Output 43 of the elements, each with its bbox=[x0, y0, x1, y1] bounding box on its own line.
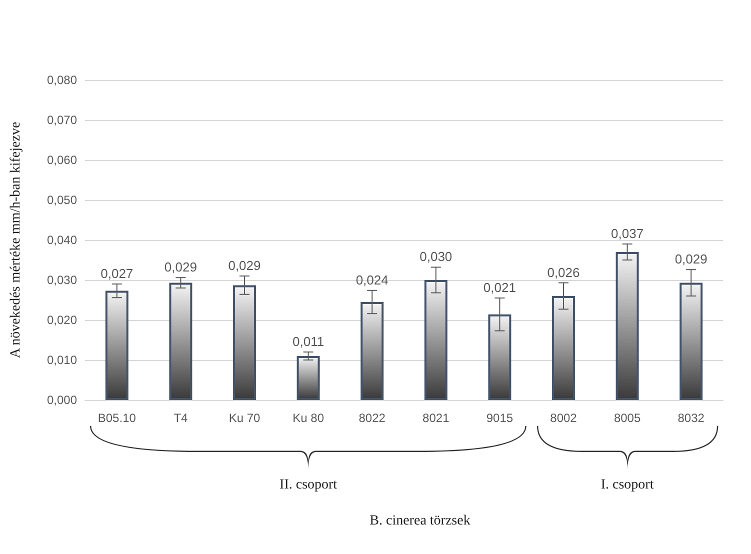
x-tick-label: T4 bbox=[174, 411, 188, 425]
y-tick-label: 0,040 bbox=[46, 233, 78, 247]
x-tick-label: 8032 bbox=[678, 411, 705, 425]
x-tick-label: 9015 bbox=[486, 411, 514, 425]
bar bbox=[680, 282, 703, 400]
data-label: 0,021 bbox=[483, 280, 516, 295]
text: II. csoport bbox=[280, 478, 338, 492]
y-tick-label: 0,020 bbox=[46, 313, 78, 327]
y-tick-label: 0,070 bbox=[46, 113, 78, 127]
data-label: 0,029 bbox=[164, 260, 197, 275]
data-label: 0,011 bbox=[292, 334, 324, 349]
x-tick-label: Ku 70 bbox=[228, 411, 261, 425]
data-label: 0,030 bbox=[420, 249, 452, 264]
x-tick-label: Ku 80 bbox=[292, 411, 324, 425]
data-label: 0,029 bbox=[674, 252, 708, 267]
data-label: 0,024 bbox=[356, 272, 388, 288]
bar bbox=[552, 296, 575, 400]
data-label: 0,037 bbox=[611, 226, 644, 241]
text: B. cinerea törzsek bbox=[370, 514, 470, 528]
bar bbox=[488, 314, 512, 400]
data-label: 0,029 bbox=[228, 258, 261, 273]
bar bbox=[360, 302, 384, 400]
bar bbox=[296, 356, 320, 400]
bar bbox=[424, 280, 448, 400]
x-tick-label: 8021 bbox=[422, 411, 450, 425]
y-tick-label: 0,030 bbox=[46, 273, 78, 287]
y-tick-label: 0,080 bbox=[46, 73, 78, 87]
bar bbox=[105, 290, 128, 400]
data-label: 0,026 bbox=[547, 264, 580, 280]
bar bbox=[169, 282, 192, 400]
x-tick-label: 8002 bbox=[550, 411, 578, 425]
y-tick-label: 0,010 bbox=[46, 353, 78, 367]
bar bbox=[233, 285, 256, 400]
data-label: 0,027 bbox=[100, 266, 134, 281]
y-tick-label: 0,050 bbox=[46, 193, 78, 207]
x-tick-label: 8022 bbox=[358, 411, 386, 425]
x-tick-label: B05.10 bbox=[98, 411, 136, 425]
bar bbox=[616, 252, 639, 400]
y-tick-label: 0,000 bbox=[46, 393, 78, 407]
y-tick-label: 0,060 bbox=[46, 153, 78, 167]
text: I. csoport bbox=[600, 478, 654, 492]
x-tick-label: 8005 bbox=[614, 411, 641, 425]
y-axis-title: A növekedés mértéke mm/h-ban kifejezve bbox=[8, 122, 24, 358]
